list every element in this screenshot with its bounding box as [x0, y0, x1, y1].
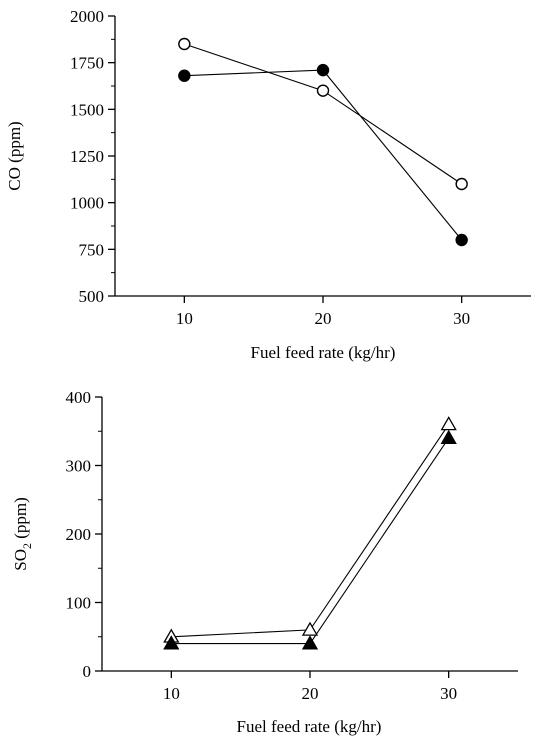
co-series-2-point [316, 63, 330, 77]
co-y-axis-title: CO (ppm) [5, 121, 24, 190]
so2-y-axis-title-sub: 2 [20, 543, 34, 549]
co-series-2-point [455, 233, 468, 247]
co-axes [114, 16, 531, 297]
so2-y-tick-label: 200 [66, 525, 92, 544]
so2-y-tick-label: 400 [66, 388, 92, 407]
so2-x-tick-label: 20 [302, 684, 319, 703]
so2-series-1-line [171, 424, 450, 638]
co-y-tick-label: 750 [79, 240, 105, 259]
so2-series-1-point [301, 621, 319, 636]
co-x-tick-label: 10 [176, 309, 193, 328]
so2-x-tick-label: 30 [440, 684, 457, 703]
so2-series-2-point [163, 635, 180, 650]
so2-y-axis-title-suffix: (ppm) [11, 497, 30, 543]
so2-series-1-point [440, 416, 457, 431]
co-y-ticks: 500 750 1000 1250 1500 1750 2000 [70, 7, 115, 306]
so2-series-2-point [301, 635, 319, 650]
co-series-1-point [316, 84, 330, 97]
co-y-tick-label: 2000 [70, 7, 104, 26]
co-x-axis-title: Fuel feed rate (kg/hr) [251, 343, 396, 362]
so2-series-group [163, 416, 457, 650]
so2-y-axis-title-main: SO [11, 549, 30, 571]
so2-y-tick-label: 300 [66, 457, 92, 476]
so2-y-tick-label: 100 [66, 594, 92, 613]
co-y-tick-label: 1250 [70, 147, 104, 166]
so2-y-ticks: 0 100 200 300 400 [66, 388, 102, 681]
so2-series-2-line [171, 437, 450, 645]
co-y-tick-label: 1000 [70, 194, 104, 213]
so2-series-2-point [440, 429, 457, 445]
co-y-tick-label: 1500 [70, 100, 104, 119]
co-chart: 500 750 1000 1250 1500 1750 2000 10 20 30 Fuel f… [5, 7, 531, 362]
so2-x-ticks: 10 20 30 [163, 671, 457, 703]
co-series-2-point [178, 69, 191, 82]
so2-y-tick-label: 0 [83, 662, 92, 681]
co-series-1-point [178, 37, 191, 51]
co-x-ticks: 10 20 30 [176, 296, 470, 328]
so2-y-axis-title: SO2 (ppm) [11, 497, 34, 571]
co-series-1-point [455, 177, 468, 191]
so2-x-tick-label: 10 [163, 684, 180, 703]
co-y-tick-label: 500 [79, 287, 105, 306]
co-x-tick-label: 30 [453, 309, 470, 328]
co-x-tick-label: 20 [315, 309, 332, 328]
co-y-tick-label: 1750 [70, 54, 104, 73]
co-series-group [178, 37, 468, 247]
so2-chart: 0 100 200 300 400 10 20 30 Fuel feed rate (kg/… [11, 388, 518, 736]
so2-x-axis-title: Fuel feed rate (kg/hr) [237, 717, 382, 736]
